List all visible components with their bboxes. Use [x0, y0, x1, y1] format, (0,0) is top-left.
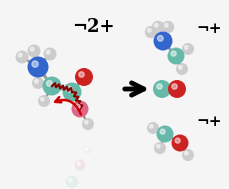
Circle shape: [175, 63, 187, 75]
Circle shape: [171, 135, 188, 152]
Circle shape: [170, 51, 175, 56]
Circle shape: [184, 152, 187, 155]
Text: ¬2+: ¬2+: [72, 18, 114, 36]
Circle shape: [32, 77, 44, 89]
Circle shape: [15, 50, 28, 64]
Circle shape: [156, 145, 159, 148]
Circle shape: [34, 80, 38, 83]
Circle shape: [174, 138, 179, 143]
Circle shape: [156, 84, 161, 89]
Circle shape: [79, 72, 84, 77]
Circle shape: [181, 149, 193, 161]
Circle shape: [68, 178, 72, 182]
Circle shape: [30, 47, 34, 51]
Circle shape: [62, 83, 81, 101]
Circle shape: [144, 26, 156, 38]
Circle shape: [146, 122, 158, 134]
Circle shape: [46, 50, 50, 54]
Circle shape: [42, 77, 61, 95]
Circle shape: [149, 125, 153, 128]
Circle shape: [18, 53, 22, 57]
Circle shape: [85, 148, 88, 150]
Circle shape: [171, 84, 176, 89]
Circle shape: [84, 121, 88, 124]
Circle shape: [147, 28, 150, 32]
Circle shape: [27, 57, 48, 77]
Circle shape: [38, 95, 50, 107]
Circle shape: [167, 47, 184, 64]
Circle shape: [156, 125, 173, 143]
Circle shape: [167, 80, 185, 98]
Text: ¬+: ¬+: [195, 22, 221, 36]
Circle shape: [27, 44, 40, 57]
Circle shape: [152, 80, 170, 98]
Circle shape: [181, 43, 193, 55]
Circle shape: [153, 142, 165, 154]
Circle shape: [159, 129, 164, 134]
Circle shape: [161, 21, 173, 33]
Circle shape: [71, 101, 88, 118]
Circle shape: [66, 87, 72, 92]
Circle shape: [178, 66, 181, 69]
Circle shape: [164, 23, 167, 27]
Circle shape: [184, 46, 187, 49]
Circle shape: [82, 118, 94, 130]
Text: ¬+: ¬+: [195, 115, 221, 129]
Circle shape: [84, 146, 92, 154]
Circle shape: [75, 104, 80, 109]
Circle shape: [43, 47, 56, 60]
Circle shape: [75, 68, 93, 86]
Circle shape: [74, 160, 85, 170]
Circle shape: [46, 81, 52, 86]
Circle shape: [40, 98, 44, 101]
Circle shape: [32, 61, 38, 67]
Circle shape: [153, 32, 172, 50]
Circle shape: [151, 21, 164, 33]
Circle shape: [157, 36, 163, 41]
Circle shape: [154, 23, 157, 27]
Circle shape: [65, 176, 78, 188]
Circle shape: [76, 162, 80, 165]
